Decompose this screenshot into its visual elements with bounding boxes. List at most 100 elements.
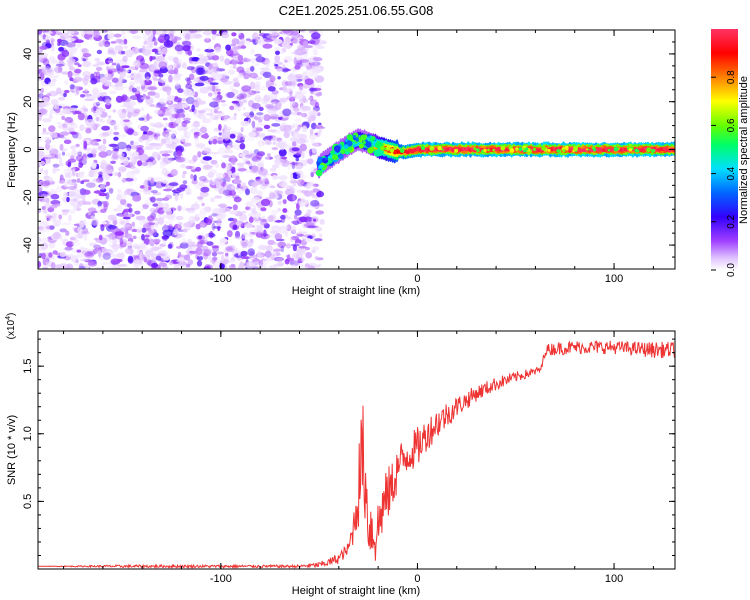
- noise-speckle: [129, 81, 135, 87]
- noise-speckle: [144, 234, 150, 238]
- noise-speckle: [224, 252, 229, 257]
- noise-speckle: [225, 44, 232, 51]
- noise-speckle: [226, 145, 231, 152]
- noise-speckle: [239, 185, 244, 190]
- noise-speckle: [302, 48, 309, 53]
- noise-speckle: [48, 252, 53, 258]
- noise-speckle: [203, 147, 211, 153]
- noise-speckle: [245, 154, 253, 159]
- noise-speckle: [46, 69, 53, 73]
- noise-speckle: [61, 209, 70, 213]
- ridge-blob: [338, 154, 344, 160]
- noise-speckle: [145, 227, 153, 232]
- noise-speckle: [83, 93, 91, 98]
- noise-speckle: [80, 171, 85, 175]
- noise-speckle: [163, 40, 174, 48]
- noise-speckle: [68, 53, 73, 60]
- noise-speckle: [39, 72, 45, 80]
- noise-speckle: [301, 30, 306, 34]
- noise-speckle: [68, 35, 73, 38]
- noise-speckle: [260, 207, 267, 212]
- noise-speckle: [45, 197, 50, 204]
- noise-speckle: [124, 247, 134, 255]
- colorbar-tick-label: 0.2: [726, 214, 737, 228]
- noise-speckle: [300, 179, 305, 185]
- noise-speckle: [272, 141, 276, 145]
- snr-frame: [37, 330, 676, 570]
- noise-speckle: [101, 247, 108, 254]
- noise-speckle: [60, 131, 70, 136]
- noise-speckle: [165, 143, 171, 149]
- noise-speckle: [273, 38, 283, 45]
- noise-speckle: [293, 36, 303, 40]
- noise-speckle: [98, 249, 102, 258]
- noise-speckle: [158, 73, 164, 78]
- noise-speckle: [161, 167, 168, 176]
- noise-speckle: [189, 73, 195, 81]
- noise-speckle: [119, 71, 126, 78]
- snr-series-line: [38, 340, 675, 569]
- noise-speckle: [114, 45, 124, 51]
- noise-speckle: [207, 77, 213, 84]
- noise-speckle: [43, 176, 50, 181]
- noise-speckle: [143, 257, 148, 263]
- noise-speckle: [224, 207, 231, 212]
- noise-speckle: [299, 90, 308, 95]
- noise-speckle: [143, 79, 153, 86]
- noise-speckle: [160, 216, 167, 219]
- noise-speckle: [38, 115, 42, 121]
- noise-speckle: [237, 188, 245, 194]
- ridge-dot: [399, 148, 405, 153]
- noise-speckle: [137, 229, 142, 233]
- noise-speckle: [108, 143, 118, 147]
- noise-speckle: [98, 144, 107, 152]
- noise-speckle: [226, 91, 235, 99]
- noise-speckle: [260, 219, 268, 226]
- colorbar-label: Normalized spectral amplitude: [738, 76, 750, 224]
- noise-speckle: [158, 262, 167, 267]
- noise-speckle: [154, 70, 164, 74]
- noise-speckle: [201, 161, 209, 165]
- noise-speckle: [168, 100, 172, 104]
- noise-speckle: [249, 111, 254, 118]
- noise-speckle: [168, 260, 174, 266]
- noise-speckle: [121, 30, 126, 36]
- noise-speckle: [195, 166, 202, 172]
- noise-speckle: [67, 158, 77, 163]
- noise-speckle: [65, 241, 74, 248]
- noise-speckle: [237, 73, 244, 79]
- noise-speckle: [213, 127, 220, 132]
- noise-speckle: [291, 220, 298, 224]
- noise-speckle: [214, 163, 220, 168]
- colorbar-tick-label: 0.0: [726, 263, 737, 277]
- noise-speckle: [214, 115, 222, 119]
- noise-speckle: [207, 172, 215, 178]
- noise-speckle: [243, 56, 248, 63]
- noise-speckle: [232, 204, 238, 211]
- noise-speckle: [166, 215, 177, 219]
- noise-speckle: [160, 138, 167, 144]
- ridge-blob: [324, 156, 328, 161]
- noise-speckle: [264, 181, 270, 185]
- ridge-blob: [317, 156, 324, 163]
- noise-speckle: [275, 176, 281, 180]
- noise-speckle: [214, 195, 223, 199]
- noise-speckle: [100, 160, 108, 168]
- noise-speckle: [313, 226, 320, 232]
- noise-speckle: [61, 151, 66, 156]
- noise-speckle: [202, 30, 213, 36]
- noise-speckle: [254, 94, 262, 102]
- noise-speckle: [143, 202, 152, 206]
- noise-speckle: [254, 62, 260, 66]
- noise-speckle: [306, 209, 312, 215]
- noise-speckle: [123, 38, 128, 45]
- noise-speckle: [189, 30, 198, 34]
- noise-speckle: [141, 96, 150, 100]
- noise-speckle: [284, 266, 292, 269]
- noise-speckle: [83, 201, 92, 205]
- noise-speckle: [132, 35, 142, 39]
- noise-speckle: [169, 106, 176, 115]
- noise-speckle: [39, 220, 49, 228]
- noise-speckle: [105, 187, 115, 191]
- noise-speckle: [95, 177, 104, 183]
